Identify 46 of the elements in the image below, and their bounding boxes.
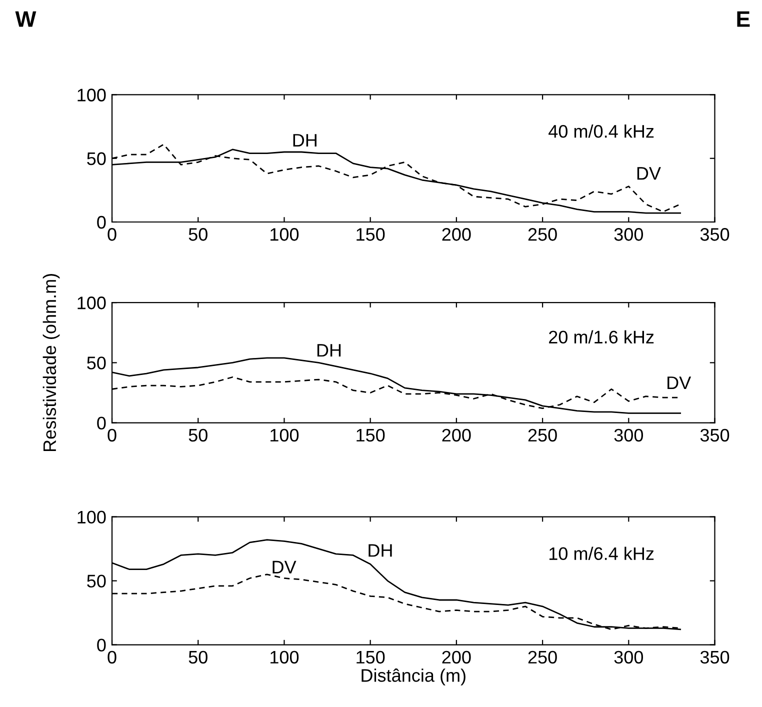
y-tick-label: 50 <box>87 152 106 166</box>
text: E <box>737 11 750 27</box>
x-tick-label: 200 <box>442 228 471 241</box>
series-label: DV <box>637 167 661 180</box>
x-tick-label: 250 <box>528 428 557 442</box>
y-axis-title: Resistividade (ohm.m) <box>42 274 60 452</box>
y-tick-label: 0 <box>97 638 106 652</box>
x-tick-label: 100 <box>270 428 299 442</box>
series-label: DV <box>668 376 692 389</box>
x-tick-label: 0 <box>108 650 116 664</box>
x-tick-label: 300 <box>614 428 644 442</box>
y-tick-label: 0 <box>97 216 106 229</box>
y-tick-label: 100 <box>78 88 106 102</box>
x-tick-label: 350 <box>700 228 730 241</box>
x-tick-label: 150 <box>356 650 385 664</box>
x-tick-label: 250 <box>528 650 557 664</box>
series-label: DH <box>317 344 341 357</box>
x-tick-label: 100 <box>270 228 299 241</box>
x-tick-label: 200 <box>442 428 471 442</box>
x-tick-label: 300 <box>614 650 644 664</box>
x-axis-title: Distância (m) <box>362 668 466 686</box>
x-tick-label: 350 <box>700 428 730 442</box>
x-tick-label: 150 <box>356 428 385 442</box>
x-tick-label: 0 <box>108 428 116 442</box>
x-tick-label: 50 <box>188 428 208 442</box>
y-tick-label: 100 <box>78 296 106 310</box>
series-label: DH <box>293 134 316 146</box>
x-tick-label: 50 <box>188 650 208 664</box>
x-tick-label: 150 <box>356 228 385 241</box>
x-tick-label: 300 <box>614 228 644 241</box>
y-tick-label: 0 <box>97 416 106 430</box>
text: 40 m/0.4 kHz <box>548 124 654 138</box>
y-tick-label: 50 <box>87 574 106 588</box>
text: 20 m/1.6 kHz <box>549 330 654 344</box>
y-tick-label: 100 <box>78 510 106 524</box>
x-tick-label: 50 <box>188 228 208 241</box>
x-tick-label: 350 <box>700 650 730 664</box>
text: 10 m/6.4 kHz <box>549 546 654 560</box>
x-tick-label: 0 <box>108 228 116 241</box>
series-label: DH <box>368 544 392 557</box>
x-tick-label: 200 <box>442 650 471 664</box>
series-label: DV <box>272 560 296 574</box>
x-tick-label: 250 <box>528 228 557 241</box>
x-tick-label: 100 <box>270 650 299 664</box>
text: W <box>15 11 36 27</box>
y-tick-label: 50 <box>87 356 106 370</box>
